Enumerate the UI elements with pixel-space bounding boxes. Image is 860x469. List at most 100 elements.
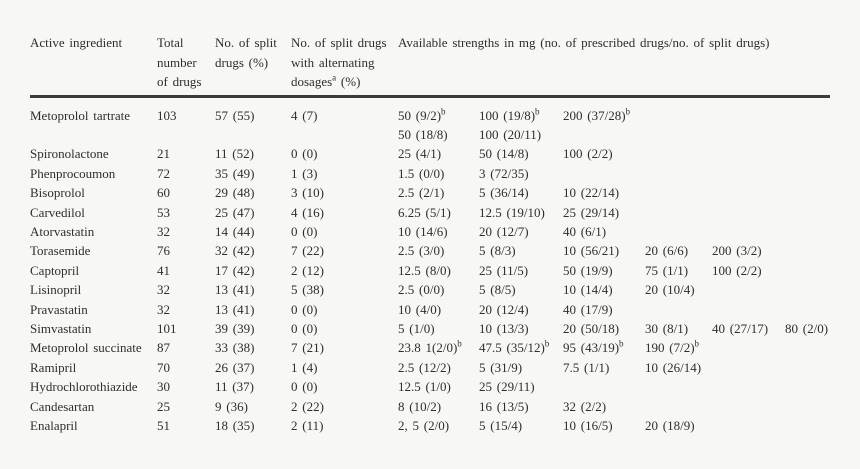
cell-active-ingredient: Atorvastatin xyxy=(30,223,95,239)
cell-strength-5 xyxy=(712,358,785,377)
cell-strength-6 xyxy=(785,280,830,299)
cell-strength-3 xyxy=(563,377,645,396)
cell-strength-5: 40 (27/17) xyxy=(712,320,769,336)
cell-strength-1: 10 (4/0) xyxy=(398,301,442,317)
cell-strength-3 xyxy=(563,164,645,183)
cell-split-drugs: 57 (55) xyxy=(215,107,255,123)
cell-active-ingredient: Captopril xyxy=(30,262,80,278)
cell-strength-6 xyxy=(785,241,830,260)
cell-strength-4 xyxy=(645,106,712,145)
cell-strength-6 xyxy=(785,397,830,416)
cell-alternating-dosages: 2 (11) xyxy=(291,418,324,433)
cell-total-number: 30 xyxy=(157,379,170,395)
cell-strength-5 xyxy=(712,377,785,396)
cell-strength-4: 10 (26/14) xyxy=(645,359,702,375)
cell-alternating-dosages: 0 (0) xyxy=(291,223,318,239)
cell-total-number: 25 xyxy=(157,398,170,414)
table-row: Bisoprolol 60 29 (48) 3 (10) 2.5 (2/1) 5 (36/… xyxy=(30,183,830,202)
cell-active-ingredient: Hydrochlorothiazide xyxy=(30,379,138,395)
cell-strength-1: 12.5 (1/0) xyxy=(398,379,451,395)
cell-strength-2: 50 (14/8) xyxy=(479,146,529,162)
cell-strength-3: 20 (50/18) xyxy=(563,320,620,336)
cell-strength-4 xyxy=(645,144,712,163)
table-row: Hydrochlorothiazide 30 11 (37) 0 (0) 12.5 (1… xyxy=(30,377,830,396)
cell-strength-6 xyxy=(785,106,830,145)
cell-alternating-dosages: 2 (12) xyxy=(291,262,324,278)
cell-alternating-dosages: 4 (7) xyxy=(291,107,318,123)
cell-strength-3: 7.5 (1/1) xyxy=(563,359,610,375)
cell-strength-5 xyxy=(712,416,785,435)
cell-strength-6 xyxy=(785,300,830,319)
header-active-ingredient: Active ingredient xyxy=(30,33,157,92)
cell-strength-6 xyxy=(785,183,830,202)
table-row: Carvedilol 53 25 (47) 4 (16) 6.25 (5/1) 12.5 … xyxy=(30,203,830,222)
cell-split-drugs: 11 (37) xyxy=(215,379,254,395)
cell-split-drugs: 35 (49) xyxy=(215,165,255,181)
cell-total-number: 70 xyxy=(157,359,170,375)
drug-splitting-table: Active ingredient Total number of drugs … xyxy=(30,33,830,435)
header-total-number: Total number of drugs xyxy=(157,33,215,92)
cell-total-number: 32 xyxy=(157,301,170,317)
cell-strength-2: 20 (12/4) xyxy=(479,301,529,317)
cell-active-ingredient: Phenprocoumon xyxy=(30,165,116,181)
cell-strength-4 xyxy=(645,203,712,222)
cell-strength-5 xyxy=(712,222,785,241)
cell-strength-2: 25 (29/11) xyxy=(479,379,535,395)
cell-alternating-dosages: 5 (38) xyxy=(291,282,324,298)
cell-total-number: 103 xyxy=(157,107,177,123)
cell-split-drugs: 13 (41) xyxy=(215,282,255,298)
cell-active-ingredient: Metoprolol tartrate xyxy=(30,107,131,123)
cell-strength-1: 8 (10/2) xyxy=(398,398,442,414)
cell-total-number: 32 xyxy=(157,223,170,239)
cell-alternating-dosages: 7 (22) xyxy=(291,243,324,259)
cell-strength-1: 5 (1/0) xyxy=(398,320,435,336)
table-row: Lisinopril 32 13 (41) 5 (38) 2.5 (0/0) 5 (8/5… xyxy=(30,280,830,299)
cell-split-drugs: 13 (41) xyxy=(215,301,255,317)
cell-total-number: 51 xyxy=(157,418,170,433)
cell-strength-4 xyxy=(645,183,712,202)
cell-active-ingredient: Lisinopril xyxy=(30,282,82,298)
header-text: of drugs xyxy=(157,74,202,89)
cell-alternating-dosages: 0 (0) xyxy=(291,320,318,336)
cell-strength-2: 12.5 (19/10) xyxy=(479,204,545,220)
cell-active-ingredient: Metoprolol succinate xyxy=(30,340,142,356)
cell-alternating-dosages: 1 (4) xyxy=(291,359,318,375)
header-text: Active ingredient xyxy=(30,35,123,50)
cell-split-drugs: 39 (39) xyxy=(215,320,255,336)
cell-split-drugs: 14 (44) xyxy=(215,223,255,239)
table-row: Pravastatin 32 13 (41) 0 (0) 10 (4/0) 20 (12/… xyxy=(30,300,830,319)
cell-strength-5 xyxy=(712,164,785,183)
cell-strength-5 xyxy=(712,183,785,202)
cell-split-drugs: 17 (42) xyxy=(215,262,255,278)
cell-total-number: 60 xyxy=(157,185,170,201)
cell-total-number: 53 xyxy=(157,204,170,220)
cell-alternating-dosages: 0 (0) xyxy=(291,379,318,395)
cell-strength-3: 100 (2/2) xyxy=(563,146,613,162)
header-available-strengths: Available strengths in mg (no. of prescr… xyxy=(398,33,830,92)
cell-strength-3: 32 (2/2) xyxy=(563,398,607,414)
cell-strength-5 xyxy=(712,280,785,299)
cell-alternating-dosages: 7 (21) xyxy=(291,340,324,356)
cell-strength-1: 6.25 (5/1) xyxy=(398,204,451,220)
cell-strength-2: 25 (11/5) xyxy=(479,262,529,278)
cell-total-number: 41 xyxy=(157,262,170,278)
cell-active-ingredient: Carvedilol xyxy=(30,204,85,220)
cell-strength-2: 3 (72/35) xyxy=(479,165,529,181)
cell-active-ingredient: Bisoprolol xyxy=(30,185,85,201)
cell-total-number: 101 xyxy=(157,320,177,336)
cell-strength-6 xyxy=(785,416,830,435)
cell-strength-3: 10 (22/14) xyxy=(563,185,620,201)
cell-strength-2: 5 (15/4) xyxy=(479,418,523,433)
table-body: Metoprolol tartrate 103 57 (55) 4 (7) 50 (9/… xyxy=(30,106,830,436)
cell-strength-3: 25 (29/14) xyxy=(563,204,620,220)
cell-strength-3: 10 (16/5) xyxy=(563,418,613,433)
cell-total-number: 76 xyxy=(157,243,170,259)
cell-split-drugs: 11 (52) xyxy=(215,146,254,162)
cell-alternating-dosages: 4 (16) xyxy=(291,204,324,220)
header-text: No. of split drugs xyxy=(291,35,387,50)
cell-strength-6: 80 (2/0) xyxy=(785,320,829,336)
cell-strength-1: 12.5 (8/0) xyxy=(398,262,451,278)
cell-strength-4: 75 (1/1) xyxy=(645,262,689,278)
cell-strength-1: 2, 5 (2/0) xyxy=(398,418,450,433)
